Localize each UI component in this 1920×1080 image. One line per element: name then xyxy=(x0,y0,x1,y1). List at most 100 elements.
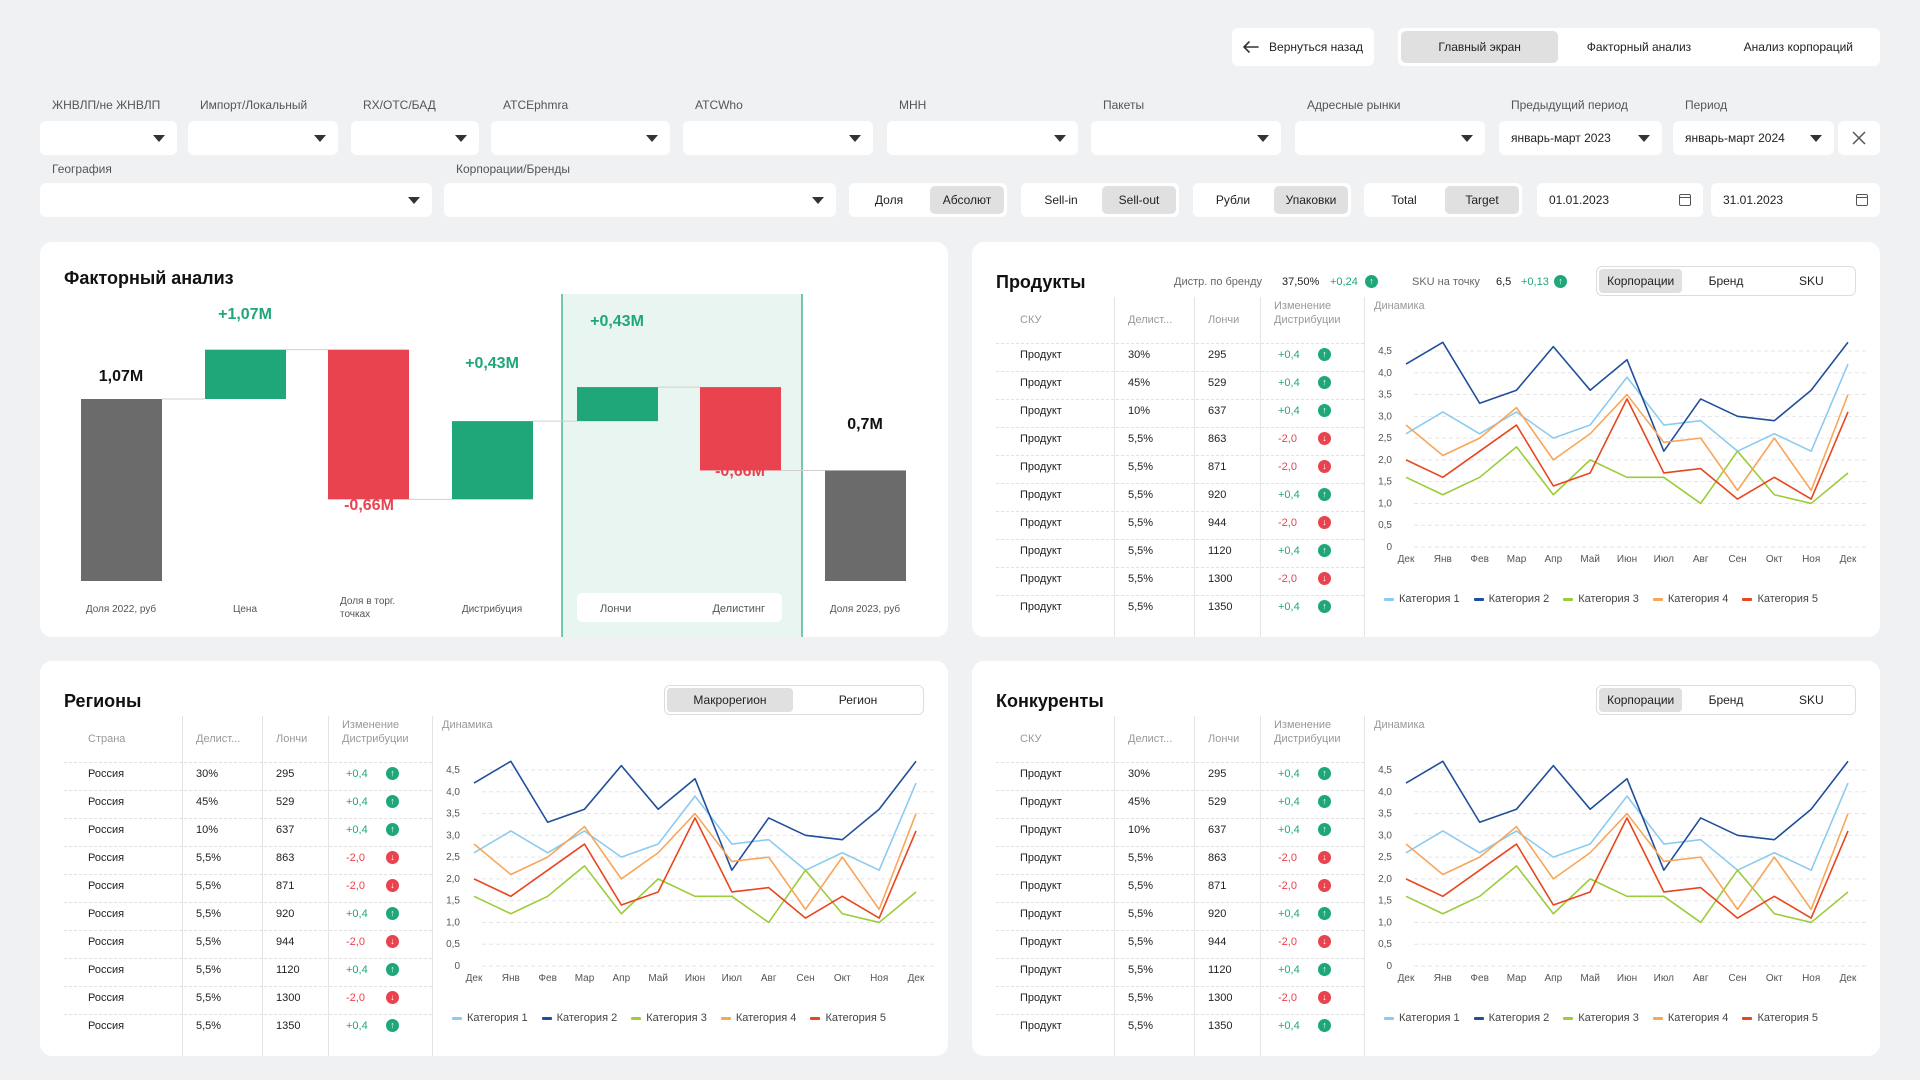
arrow-down-icon: ↓ xyxy=(1318,432,1331,445)
tab-sku[interactable]: SKU xyxy=(1798,274,1824,288)
legend-swatch xyxy=(1473,597,1484,601)
row-divider xyxy=(64,874,432,875)
dist-change-value: +0,4 xyxy=(346,908,368,920)
table-cell: Продукт xyxy=(1020,601,1062,613)
atc-ephmra-select[interactable] xyxy=(491,121,670,155)
row-divider xyxy=(64,986,432,987)
dist-change-value: +0,4 xyxy=(346,768,368,780)
table-cell: 1120 xyxy=(1208,964,1232,976)
toggle-share-absolute: Доля Абсолют xyxy=(849,183,1007,217)
dist-change-value: +0,4 xyxy=(346,964,368,976)
row-divider xyxy=(996,762,1364,763)
header-name: СКУ xyxy=(1020,733,1042,745)
dist-change-value: -2,0 xyxy=(1278,517,1297,529)
kpi-distribution-delta: +0,24 xyxy=(1330,276,1358,288)
toggle-option-total[interactable]: Total xyxy=(1391,193,1417,207)
products-level-tabs: Корпорации Бренд SKU xyxy=(1596,266,1856,296)
calendar-icon xyxy=(1679,194,1691,206)
category-label: Доля 2023, руб xyxy=(830,603,901,615)
arrow-up-icon: ↑ xyxy=(386,1019,399,1032)
tab-corporations[interactable]: Корпорации xyxy=(1599,688,1683,712)
tab-brand[interactable]: Бренд xyxy=(1708,693,1744,707)
tab-brand[interactable]: Бренд xyxy=(1708,274,1744,288)
x-tick-label: Окт xyxy=(1766,973,1783,984)
tab-main-screen[interactable]: Главный экран xyxy=(1401,31,1559,63)
toggle-option-packs[interactable]: Упаковки xyxy=(1274,186,1348,214)
table-cell: 5,5% xyxy=(1128,964,1154,976)
toggle-option-absolute[interactable]: Абсолют xyxy=(930,186,1004,214)
y-tick-label: 2,0 xyxy=(1378,874,1392,885)
dist-change-value: -2,0 xyxy=(1278,992,1297,1004)
geography-select[interactable] xyxy=(40,183,432,217)
legend-swatch xyxy=(541,1016,552,1020)
category-label: Доля 2022, руб xyxy=(86,603,157,615)
row-divider xyxy=(996,818,1364,819)
kpi-sku-label: SKU на точку xyxy=(1412,276,1480,288)
row-divider xyxy=(996,399,1364,400)
dist-change-value: -2,0 xyxy=(1278,936,1297,948)
legend-label: Категория 3 xyxy=(1578,593,1639,605)
table-cell: 5,5% xyxy=(1128,936,1154,948)
toggle-option-share[interactable]: Доля xyxy=(874,193,904,207)
date-from-input[interactable]: 01.01.2023 xyxy=(1537,183,1703,217)
tab-macroregion[interactable]: Макрорегион xyxy=(667,688,793,712)
legend-item: Категория 1 xyxy=(1384,1012,1460,1024)
table-cell: 5,5% xyxy=(1128,852,1154,864)
dist-change-value: -2,0 xyxy=(346,936,365,948)
row-divider xyxy=(64,902,432,903)
legend-swatch xyxy=(1742,597,1753,601)
header-delisting: Делист... xyxy=(196,733,241,745)
corporations-select[interactable] xyxy=(444,183,836,217)
rx-otc-select[interactable] xyxy=(351,121,479,155)
toggle-option-target[interactable]: Target xyxy=(1445,186,1519,214)
column-divider xyxy=(1260,716,1261,1056)
back-button[interactable]: Вернуться назад xyxy=(1232,28,1374,66)
factor-analysis-title: Факторный анализ xyxy=(64,268,234,288)
tab-sku[interactable]: SKU xyxy=(1798,693,1824,707)
x-tick-label: Фев xyxy=(538,973,556,984)
mnn-select[interactable] xyxy=(887,121,1078,155)
packs-select[interactable] xyxy=(1091,121,1281,155)
table-cell: Россия xyxy=(88,796,125,808)
close-icon xyxy=(1852,131,1866,145)
tab-factor-analysis[interactable]: Факторный анализ xyxy=(1586,40,1692,54)
close-filters-button[interactable] xyxy=(1838,121,1880,155)
address-markets-select[interactable] xyxy=(1295,121,1485,155)
table-cell: Россия xyxy=(88,852,125,864)
arrow-up-icon: ↑ xyxy=(386,795,399,808)
legend-swatch xyxy=(631,1016,642,1020)
dist-change-value: +0,4 xyxy=(1278,489,1300,501)
legend-label: Категория 2 xyxy=(556,1012,618,1024)
dist-change-value: -2,0 xyxy=(346,880,365,892)
tab-region[interactable]: Регион xyxy=(838,693,878,707)
legend-label: Категория 4 xyxy=(735,1012,797,1024)
zhnvlp-select[interactable] xyxy=(40,121,177,155)
legend-swatch xyxy=(1563,1016,1574,1020)
atc-who-select[interactable] xyxy=(683,121,873,155)
x-tick-label: Авг xyxy=(1693,554,1709,565)
previous-period-select[interactable]: январь-март 2023 xyxy=(1499,121,1662,155)
header-dynamics: Динамика xyxy=(1374,300,1425,312)
legend-label: Категория 1 xyxy=(1399,593,1460,605)
tab-corporation-analysis[interactable]: Анализ корпораций xyxy=(1743,40,1854,54)
x-tick-label: Окт xyxy=(1766,554,1783,565)
legend-label: Категория 5 xyxy=(1757,1012,1819,1024)
toggle-option-sell-out[interactable]: Sell-out xyxy=(1102,186,1176,214)
header-name: СКУ xyxy=(1020,314,1042,326)
bar-share-2023 xyxy=(825,470,906,581)
period-select[interactable]: январь-март 2024 xyxy=(1673,121,1834,155)
tab-corporations[interactable]: Корпорации xyxy=(1599,269,1683,293)
period-label: Период xyxy=(1685,98,1728,112)
table-cell: Продукт xyxy=(1020,433,1062,445)
toggle-option-sell-in[interactable]: Sell-in xyxy=(1044,193,1078,207)
table-cell: 863 xyxy=(1208,433,1227,445)
toggle-option-rub[interactable]: Рубли xyxy=(1215,193,1251,207)
chart-legend: Категория 1 Категория 2 Категория 3 Категор… xyxy=(452,1012,886,1024)
arrow-up-icon: ↑ xyxy=(1318,823,1331,836)
y-tick-label: 2,5 xyxy=(446,852,460,863)
kpi-sku-delta: +0,13 xyxy=(1521,276,1549,288)
import-local-select[interactable] xyxy=(188,121,338,155)
legend-swatch xyxy=(720,1016,731,1020)
column-divider xyxy=(262,716,263,1056)
date-to-input[interactable]: 31.01.2023 xyxy=(1711,183,1880,217)
